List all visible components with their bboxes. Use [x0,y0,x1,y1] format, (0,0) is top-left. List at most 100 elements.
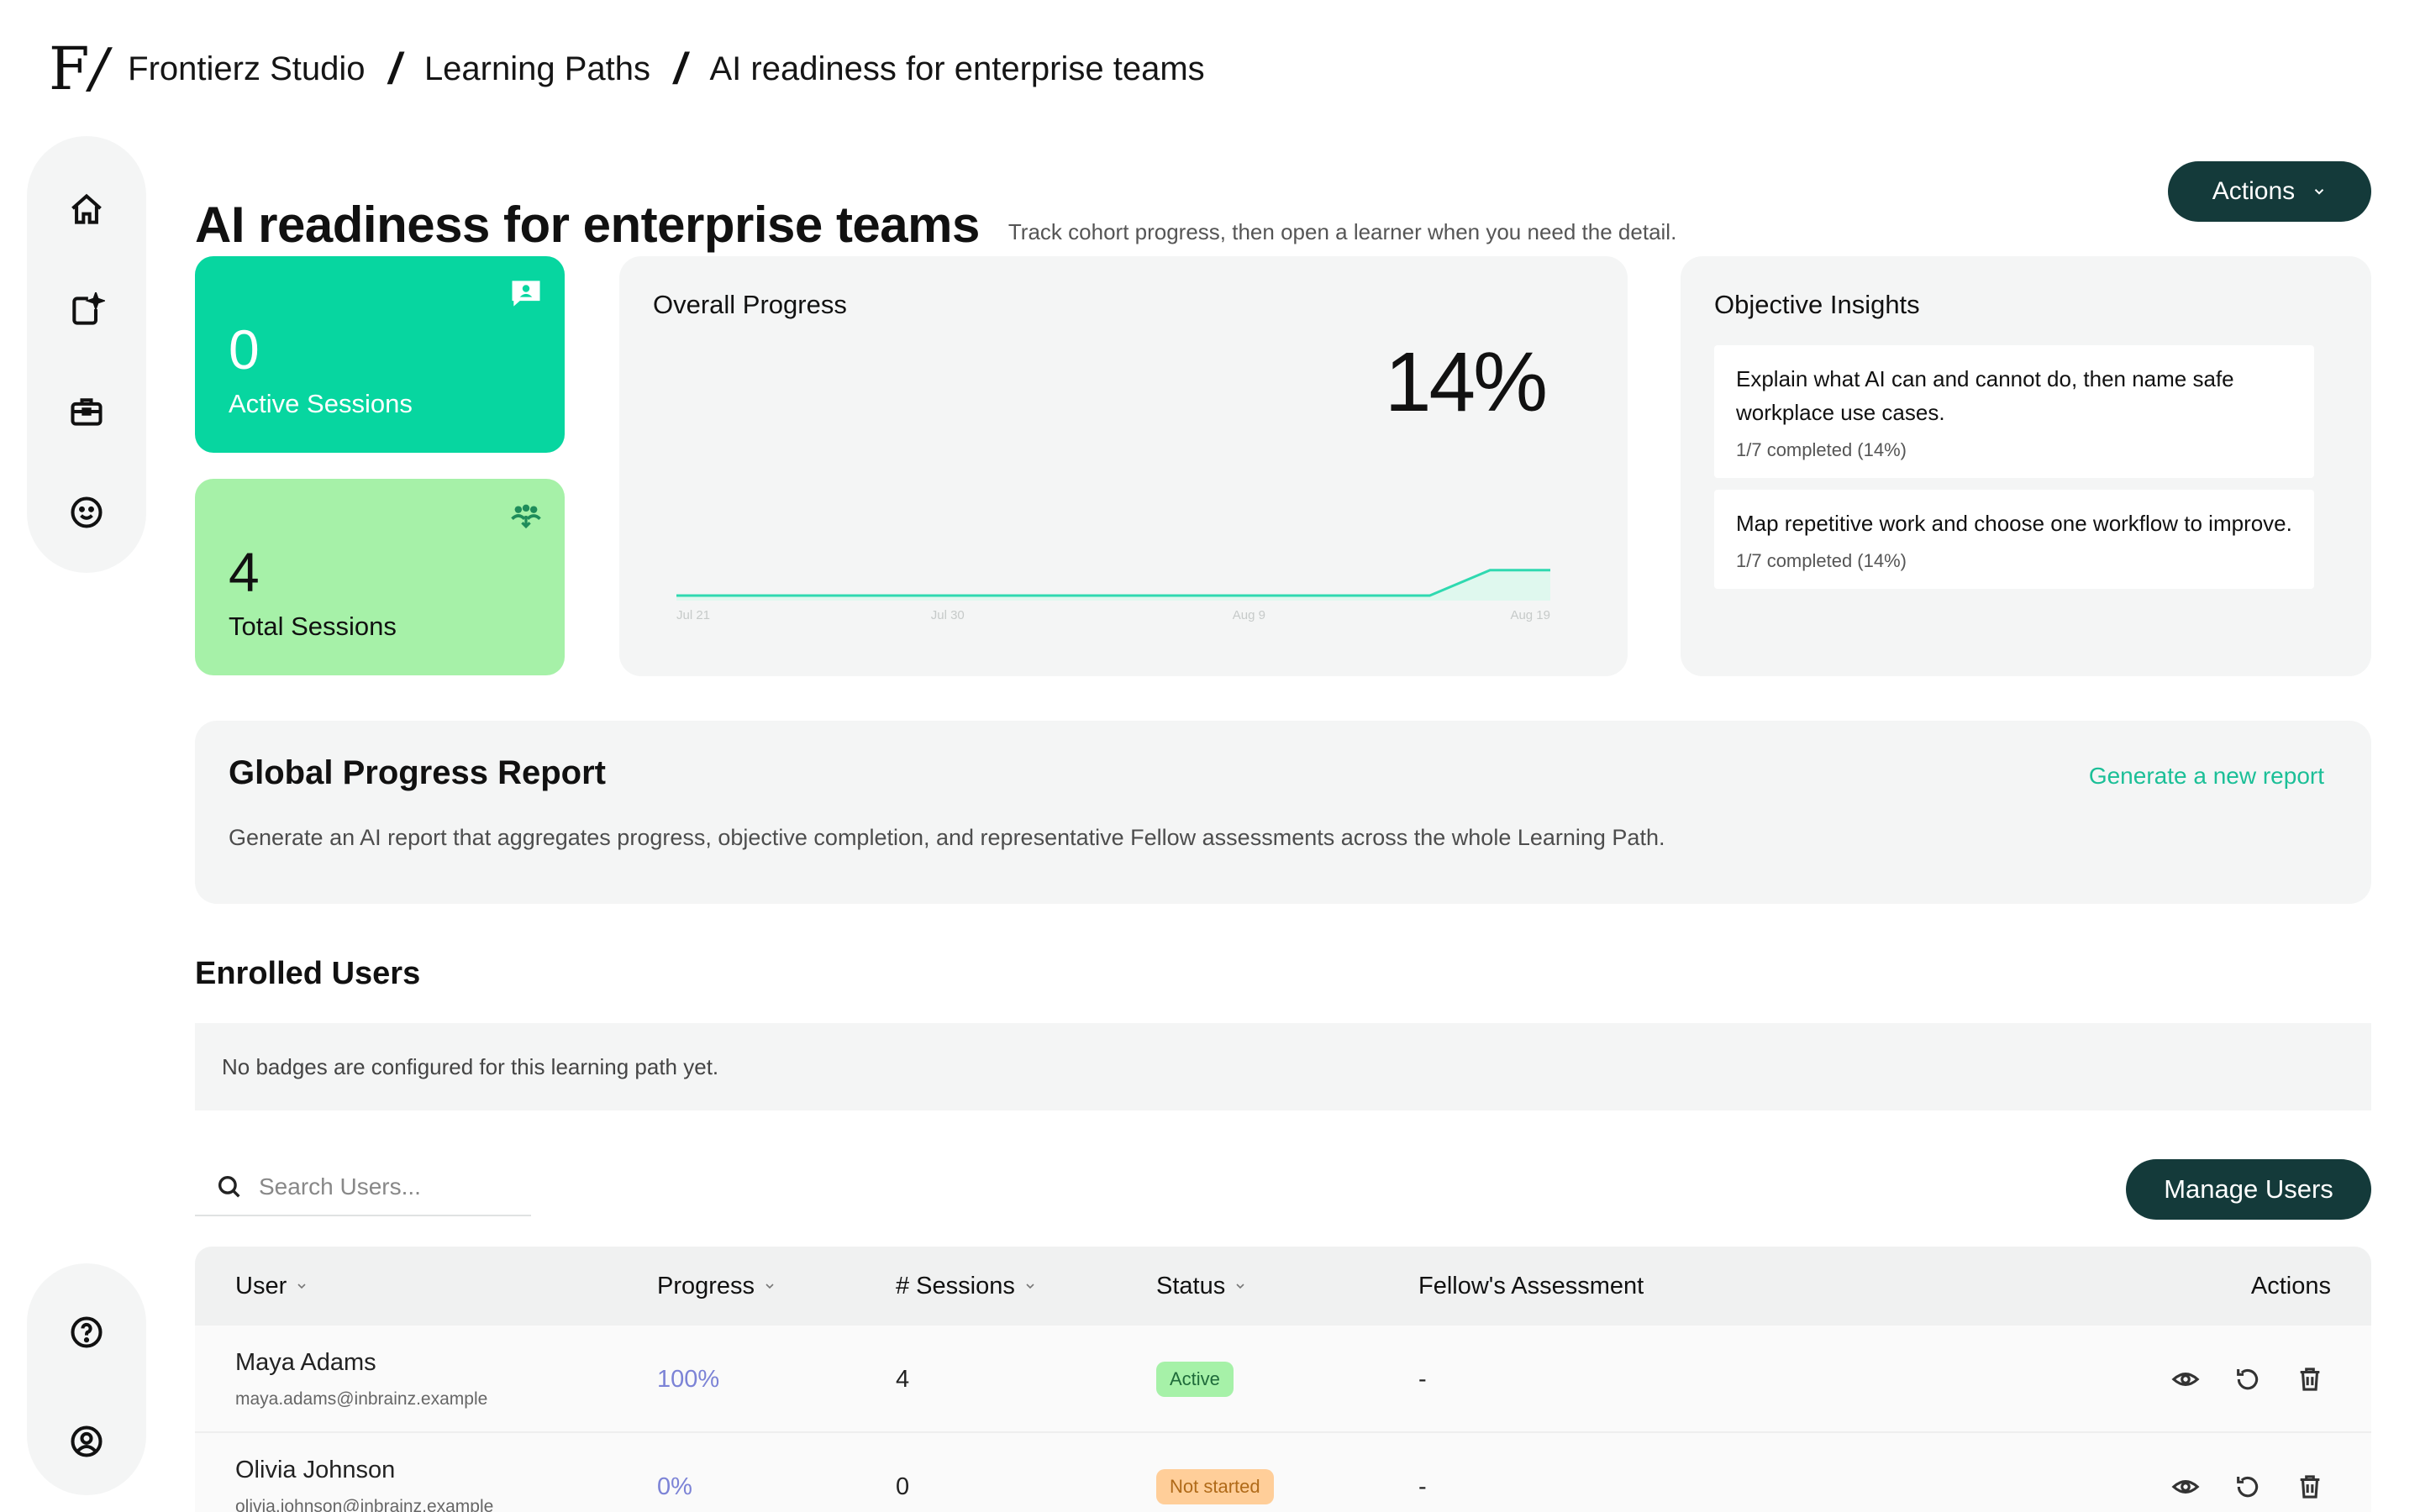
overall-progress-title: Overall Progress [653,290,847,319]
actions-button[interactable]: Actions [2168,161,2371,222]
table-header: User Progress # Sessions Status Fellow's… [195,1247,2371,1326]
column-sessions[interactable]: # Sessions [896,1247,1037,1326]
status-badge: Not started [1156,1469,1274,1504]
sidebar-item-help[interactable] [61,1307,112,1357]
view-icon[interactable] [2171,1473,2200,1501]
sidebar-item-home[interactable] [61,185,112,235]
user-search[interactable] [195,1159,531,1216]
frontierz-logo[interactable]: F / [49,34,108,103]
column-assessment: Fellow's Assessment [1418,1247,1644,1326]
breadcrumb-org[interactable]: Frontierz Studio [128,50,366,87]
logo-letter: F [49,34,90,103]
users-table: User Progress # Sessions Status Fellow's… [195,1247,2371,1512]
objective-completion: 1/7 completed (14%) [1736,439,1907,460]
x-tick-label: Jul 30 [931,608,965,622]
manage-users-button[interactable]: Manage Users [2126,1159,2371,1220]
search-icon [218,1175,240,1198]
sort-chevron-icon [297,1284,306,1289]
x-tick-label: Aug 19 [1510,608,1550,622]
column-status-label: Status [1156,1272,1226,1299]
breadcrumb-current: AI readiness for enterprise teams [709,50,1205,87]
objective-insight-item[interactable]: Explain what AI can and cannot do, then … [1714,345,2314,478]
badges-notice: No badges are configured for this learni… [195,1023,2371,1110]
sidebar-secondary [27,1263,146,1495]
logo-slash: / [89,38,108,100]
smiley-icon [71,496,103,528]
new-item-icon [72,292,105,325]
column-status[interactable]: Status [1156,1247,1247,1326]
status-cell: Not started [1156,1433,1274,1512]
objective-text: Explain what AI can and cannot do, then … [1736,366,2234,425]
report-description: Generate an AI report that aggregates pr… [229,825,1665,850]
report-title: Global Progress Report [229,754,606,791]
user-email: olivia.johnson@inbrainz.example [235,1497,494,1512]
column-sessions-label: # Sessions [896,1272,1015,1299]
progress-area [676,570,1550,601]
user-name: Olivia Johnson [235,1457,396,1483]
user-progress[interactable]: 0% [657,1473,692,1500]
user-assessment: - [1418,1365,1427,1393]
status-badge: Active [1156,1362,1234,1397]
breadcrumb-separator: / [388,45,401,93]
row-actions [2171,1433,2324,1512]
column-user[interactable]: User [235,1247,308,1326]
search-input[interactable] [259,1173,511,1200]
column-progress-label: Progress [657,1272,755,1299]
sidebar-main [27,136,146,573]
table-row[interactable]: Olivia Johnson olivia.johnson@inbrainz.e… [195,1433,2371,1512]
progress-chart: Jul 21 Jul 30 Aug 9 Aug 19 [676,569,1550,622]
help-icon [71,1316,103,1348]
chat-user-icon [512,281,540,307]
sort-chevron-icon [1236,1284,1244,1289]
column-progress[interactable]: Progress [657,1247,776,1326]
enrolled-users-title: Enrolled Users [195,956,421,991]
sidebar-item-new[interactable] [61,286,112,336]
delete-icon[interactable] [2296,1365,2324,1394]
overall-progress-percent: 14% [1384,335,1548,429]
global-progress-report: Global Progress Report Generate a new re… [195,721,2371,904]
column-actions-label: Actions [2250,1272,2331,1299]
objective-insights-card: Objective Insights Explain what AI can a… [1681,256,2371,676]
progress-line [676,569,1550,597]
view-icon[interactable] [2171,1365,2200,1394]
objective-text: Map repetitive work and choose one workf… [1736,511,2292,536]
column-assessment-label: Fellow's Assessment [1418,1272,1644,1299]
objective-insights-title: Objective Insights [1714,290,1920,319]
generate-report-link[interactable]: Generate a new report [2088,763,2324,789]
reset-icon[interactable] [2233,1365,2262,1394]
main-content: AI readiness for enterprise teams Track … [195,160,2371,1512]
breadcrumb-section[interactable]: Learning Paths [424,50,651,87]
column-user-label: User [235,1272,287,1299]
table-row[interactable]: Maya Adams maya.adams@inbrainz.example 1… [195,1326,2371,1433]
status-cell: Active [1156,1326,1234,1433]
home-icon [71,193,102,224]
overall-progress-card: Overall Progress 14% Jul 21 Jul 30 Aug 9 Au… [619,256,1628,676]
user-progress[interactable]: 100% [657,1365,720,1393]
page-title: AI readiness for enterprise teams [195,197,980,253]
reset-icon[interactable] [2233,1473,2262,1501]
sidebar-item-account[interactable] [61,1416,112,1467]
total-sessions-card: 4 Total Sessions [195,479,565,675]
active-sessions-value: 0 [229,318,260,381]
sidebar-item-feedback[interactable] [61,487,112,538]
x-tick-label: Jul 21 [676,608,710,622]
objective-completion: 1/7 completed (14%) [1736,550,1907,571]
active-sessions-card: 0 Active Sessions [195,256,565,453]
chevron-down-icon [2314,189,2324,195]
sort-chevron-icon [765,1284,774,1289]
sort-chevron-icon [1026,1284,1034,1289]
objective-insight-item[interactable]: Map repetitive work and choose one workf… [1714,490,2314,589]
group-icon [511,504,541,529]
user-name: Maya Adams [235,1349,376,1376]
breadcrumb: F / Frontierz Studio / Learning Paths / A… [49,29,1205,109]
user-sessions: 4 [896,1365,910,1393]
row-actions [2171,1326,2324,1433]
sidebar-item-briefcase[interactable] [61,386,112,437]
page-subtitle: Track cohort progress, then open a learn… [1007,219,1677,244]
column-actions: Actions [2251,1247,2331,1326]
briefcase-icon [71,398,103,426]
delete-icon[interactable] [2296,1473,2324,1501]
active-sessions-label: Active Sessions [229,389,413,418]
user-sessions: 0 [896,1473,910,1500]
page-header: AI readiness for enterprise teams Track … [195,160,2371,250]
